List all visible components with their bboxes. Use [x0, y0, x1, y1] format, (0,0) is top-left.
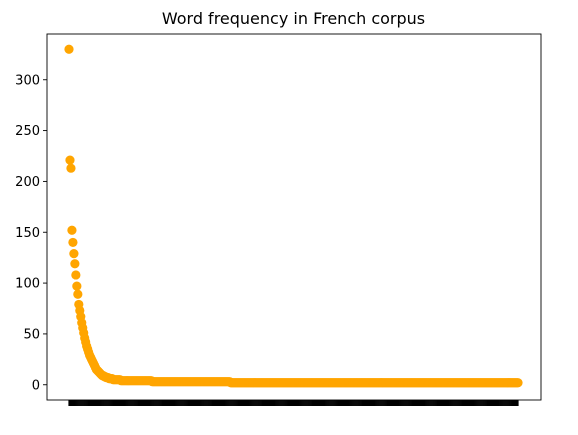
data-point — [70, 259, 80, 269]
y-tick-label: 250 — [15, 124, 40, 139]
chart-title: Word frequency in French corpus — [162, 9, 425, 28]
y-tick-label: 0 — [32, 378, 40, 393]
data-point — [66, 163, 76, 173]
y-tick-label: 150 — [15, 226, 40, 241]
data-point — [71, 270, 81, 280]
data-point — [73, 289, 83, 299]
data-point — [65, 155, 75, 165]
data-point — [72, 281, 82, 291]
data-point — [67, 225, 77, 235]
y-tick-label: 50 — [23, 327, 40, 342]
y-tick-label: 200 — [15, 175, 40, 190]
y-tick-label: 300 — [15, 73, 40, 88]
data-point — [64, 44, 74, 54]
data-point — [513, 378, 523, 388]
data-point — [68, 237, 78, 248]
plot-area: 0 50 100 150 200 250 300 — [15, 33, 542, 406]
data-point — [69, 249, 79, 259]
y-tick-label: 100 — [15, 277, 40, 292]
